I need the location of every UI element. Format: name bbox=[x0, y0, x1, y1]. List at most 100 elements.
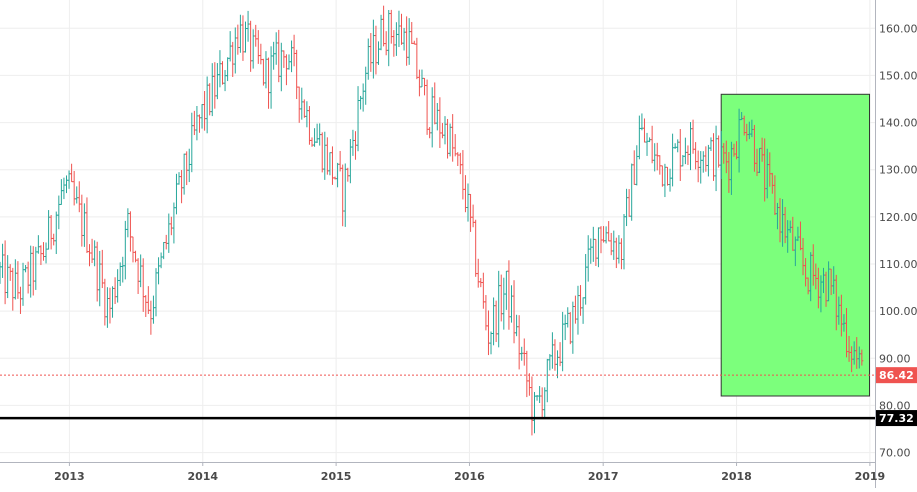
ohlc-bar-177 bbox=[451, 114, 454, 162]
ohlc-bar-185 bbox=[472, 205, 475, 228]
ohlc-bar-161 bbox=[410, 22, 413, 44]
ohlc-bar-19 bbox=[47, 210, 50, 249]
ohlc-bar-165 bbox=[420, 70, 423, 87]
ohlc-bar-117 bbox=[298, 87, 301, 123]
ohlc-bar-77 bbox=[195, 106, 198, 140]
ohlc-bar-149 bbox=[380, 15, 383, 50]
ohlc-bar-144 bbox=[367, 39, 370, 80]
ohlc-bar-105 bbox=[267, 58, 270, 109]
ohlc-bar-101 bbox=[257, 30, 260, 64]
ohlc-bar-115 bbox=[293, 35, 296, 67]
ohlc-bar-249 bbox=[635, 145, 638, 185]
ohlc-bar-187 bbox=[477, 259, 480, 288]
ohlc-bar-243 bbox=[620, 238, 623, 269]
ohlc-bar-116 bbox=[295, 50, 298, 99]
ohlc-bar-148 bbox=[377, 41, 380, 65]
ohlc-bar-20 bbox=[50, 215, 53, 249]
ohlc-bar-197 bbox=[502, 278, 505, 330]
ohlc-bar-160 bbox=[408, 18, 411, 65]
y-tick-label: 160.00 bbox=[879, 22, 917, 35]
ohlc-bar-24 bbox=[60, 179, 63, 205]
ohlc-bar-220 bbox=[561, 312, 564, 371]
ohlc-bar-81 bbox=[206, 77, 209, 134]
ohlc-bar-170 bbox=[433, 82, 436, 124]
x-tick-label: 2014 bbox=[187, 470, 218, 483]
ohlc-bar-246 bbox=[628, 189, 631, 217]
ohlc-bar-181 bbox=[461, 150, 464, 199]
y-tick-label: 150.00 bbox=[879, 69, 917, 82]
ohlc-bar-33 bbox=[83, 203, 86, 247]
ohlc-bar-55 bbox=[139, 254, 142, 287]
ohlc-bar-209 bbox=[533, 392, 536, 433]
ohlc-bar-191 bbox=[487, 310, 490, 355]
ohlc-bar-64 bbox=[162, 242, 165, 259]
ohlc-bar-238 bbox=[607, 221, 610, 241]
ohlc-bar-176 bbox=[449, 124, 452, 157]
ohlc-bar-122 bbox=[311, 137, 314, 146]
ohlc-bar-203 bbox=[518, 315, 521, 369]
ohlc-bar-15 bbox=[37, 235, 40, 254]
ohlc-bar-254 bbox=[648, 137, 651, 142]
ohlc-bar-44 bbox=[111, 286, 114, 317]
ohlc-bar-188 bbox=[479, 278, 482, 287]
ohlc-bar-83 bbox=[211, 63, 214, 116]
ohlc-bar-91 bbox=[231, 42, 234, 77]
ohlc-bar-74 bbox=[188, 149, 191, 182]
ohlc-bar-205 bbox=[523, 338, 526, 365]
ohlc-bar-75 bbox=[190, 113, 193, 172]
ohlc-bar-12 bbox=[29, 246, 32, 298]
ohlc-bar-37 bbox=[93, 240, 96, 266]
ohlc-bar-226 bbox=[576, 286, 579, 335]
ohlc-bar-279 bbox=[712, 133, 715, 181]
ohlc-bar-23 bbox=[57, 196, 60, 230]
support-label: 77.32 bbox=[879, 412, 914, 425]
ohlc-bar-174 bbox=[443, 116, 446, 144]
ohlc-bar-56 bbox=[142, 258, 145, 312]
ohlc-bar-108 bbox=[275, 32, 278, 65]
ohlc-bar-124 bbox=[316, 124, 319, 143]
ohlc-bar-21 bbox=[52, 234, 55, 246]
ohlc-bar-126 bbox=[321, 132, 324, 172]
ohlc-bar-258 bbox=[658, 155, 661, 174]
ohlc-bar-230 bbox=[587, 235, 590, 281]
ohlc-bar-69 bbox=[175, 174, 178, 215]
ohlc-bar-162 bbox=[413, 41, 416, 45]
ohlc-bar-255 bbox=[651, 126, 654, 163]
ohlc-bar-93 bbox=[236, 25, 239, 55]
ohlc-bar-139 bbox=[354, 131, 357, 160]
ohlc-bar-276 bbox=[704, 146, 707, 171]
ohlc-bar-271 bbox=[692, 120, 695, 154]
ohlc-bar-125 bbox=[318, 123, 321, 145]
ohlc-bar-113 bbox=[287, 54, 290, 69]
ohlc-bar-16 bbox=[39, 245, 42, 265]
ohlc-bar-36 bbox=[91, 239, 94, 263]
ohlc-bar-135 bbox=[344, 163, 347, 226]
ohlc-bar-26 bbox=[65, 175, 68, 193]
ohlc-bar-198 bbox=[505, 271, 508, 310]
ohlc-bar-0 bbox=[0, 262, 2, 284]
x-tick-label: 2016 bbox=[454, 470, 485, 483]
ohlc-bar-22 bbox=[55, 212, 58, 254]
ohlc-bar-257 bbox=[656, 143, 659, 171]
ohlc-bar-239 bbox=[610, 233, 613, 255]
ohlc-bar-123 bbox=[313, 128, 316, 147]
ohlc-bar-118 bbox=[300, 88, 303, 120]
ohlc-bar-229 bbox=[584, 254, 587, 305]
ohlc-bar-190 bbox=[484, 295, 487, 330]
ohlc-bar-140 bbox=[357, 86, 360, 151]
ohlc-bar-96 bbox=[244, 22, 247, 53]
ohlc-bar-245 bbox=[625, 189, 628, 226]
ohlc-bar-127 bbox=[323, 132, 326, 180]
ohlc-bar-186 bbox=[474, 220, 477, 277]
ohlc-bar-262 bbox=[669, 169, 672, 192]
ohlc-bar-168 bbox=[428, 127, 431, 138]
ohlc-bar-251 bbox=[640, 113, 643, 130]
ohlc-bar-202 bbox=[515, 315, 518, 336]
y-tick-label: 120.00 bbox=[879, 211, 917, 224]
ohlc-bar-30 bbox=[75, 186, 78, 203]
ohlc-bar-237 bbox=[605, 226, 608, 243]
ohlc-bar-189 bbox=[482, 273, 485, 309]
last-price-label: 86.42 bbox=[879, 369, 914, 382]
ohlc-bar-65 bbox=[165, 235, 168, 250]
